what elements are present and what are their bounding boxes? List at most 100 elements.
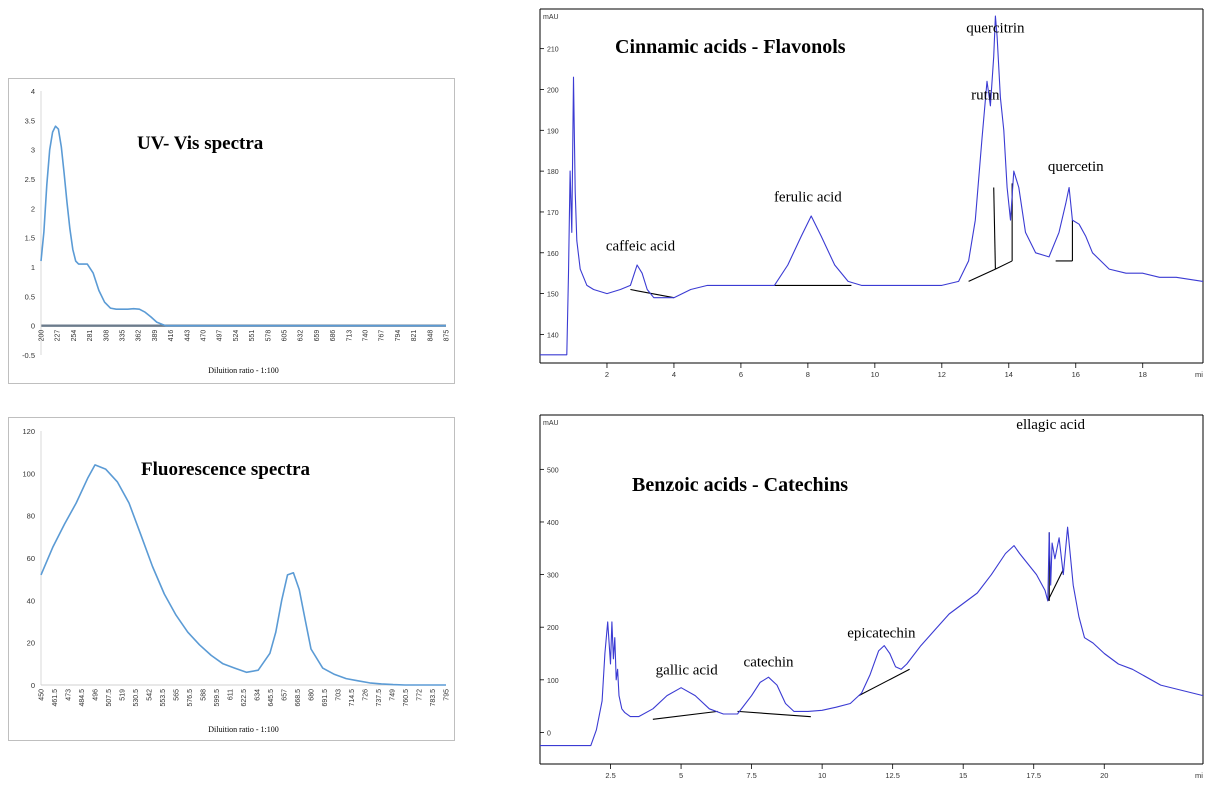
y-tick-label: 2 [31, 204, 35, 213]
x-tick-label: 740 [363, 330, 370, 342]
y-tick-label: 180 [547, 169, 559, 176]
x-tick-label: 565 [174, 689, 181, 701]
y-tick-label: 210 [547, 47, 559, 54]
peak-label: epicatechin [847, 626, 916, 642]
x-tick-label: 576.5 [187, 689, 194, 707]
x-tick-label: 726 [363, 689, 370, 701]
integration-baseline [858, 668, 910, 697]
peak-label: rutin [971, 88, 1000, 104]
y-tick-label: 3 [31, 146, 35, 155]
x-tick-label: 767 [379, 330, 386, 342]
chromatogram-trace [540, 15, 1204, 356]
series-line [40, 464, 446, 686]
fluorescence-chart: 120 100 80 60 40 20 0 450 461.5 473 484.5 496 507.5 5… [22, 427, 451, 734]
integration-baseline [968, 268, 996, 282]
x-tick-label: 749 [390, 689, 397, 701]
x-tick-label: 691.5 [322, 689, 329, 707]
x-tick-label: 783.5 [430, 689, 437, 707]
x-tick-label: 470 [201, 330, 208, 342]
fluorescence-panel: 120 100 80 60 40 20 0 450 461.5 473 484.5 496 507.5 5… [8, 417, 455, 741]
y-tick-label: 100 [22, 469, 35, 478]
y-tick-label: 120 [22, 427, 35, 436]
x-tick-label: 473 [66, 689, 73, 701]
x-tick-label: 714.5 [349, 689, 356, 707]
y-tick-label: 4 [31, 87, 35, 96]
x-tick-label: 496 [93, 689, 100, 701]
x-tick-label: 461.5 [52, 689, 59, 707]
cinnamic-flavonols-chromatogram: mAU 210 200 190 180 170 160 150 140 2 4 6 8 10 12 14 16 1… [539, 8, 1204, 379]
x-tick-label: 200 [39, 330, 46, 342]
x-tick-label: 821 [411, 330, 418, 342]
integration-baseline [652, 710, 718, 720]
peak-label: quercitrin [966, 20, 1025, 36]
peak-label: quercetin [1048, 159, 1104, 175]
x-tick-label: 588 [201, 689, 208, 701]
x-tick-label: 542 [147, 689, 154, 701]
x-tick-label: 450 [39, 689, 46, 701]
y-tick-label: 160 [547, 251, 559, 258]
y-tick-label: 200 [547, 625, 559, 632]
x-tick-label: 605 [282, 330, 289, 342]
y-tick-label: 500 [547, 467, 559, 474]
y-tick-label: 40 [27, 596, 35, 605]
x-tick-label: 760.5 [403, 689, 410, 707]
cinnamic-flavonols-panel: mAU 210 200 190 180 170 160 150 140 2 4 6 8 10 12 14 16 1… [505, 8, 1205, 386]
y-tick-label: 1.5 [25, 234, 35, 243]
x-tick-label: 14 [1005, 370, 1013, 379]
peak-label: ferulic acid [774, 190, 842, 206]
y-tick-label: 80 [27, 512, 35, 521]
x-tick-label: 416 [168, 330, 175, 342]
y-tick-label: 200 [547, 87, 559, 94]
x-tick-label: 8 [806, 370, 810, 379]
integration-baseline [993, 187, 996, 270]
x-tick-label: 848 [427, 330, 434, 342]
x-tick-label: 551 [249, 330, 256, 342]
x-tick-label: 254 [71, 330, 78, 342]
x-tick-label: 12 [938, 370, 946, 379]
x-tick-label: 611 [228, 689, 235, 700]
chart-title: UV- Vis spectra [137, 133, 264, 154]
x-tick-label: 657 [282, 689, 289, 701]
x-tick-label: 713 [346, 330, 353, 342]
y-tick-label: 2.5 [25, 175, 35, 184]
y-tick-label: 0 [31, 322, 35, 331]
x-tick-label: 553.5 [160, 689, 167, 707]
x-tick-label: 308 [103, 330, 110, 342]
x-tick-label: 6 [739, 370, 743, 379]
peak-label: gallic acid [656, 663, 719, 679]
x-axis-label: Diluition ratio - 1:100 [208, 725, 278, 734]
integration-baseline [737, 710, 811, 718]
x-tick-label: 497 [217, 330, 224, 342]
series-line [40, 125, 446, 327]
x-tick-label: 2 [605, 370, 609, 379]
y-tick-label: 170 [547, 210, 559, 217]
y-tick-label: 0 [31, 681, 35, 690]
peak-label: ellagic acid [1016, 417, 1085, 433]
integration-baseline [630, 288, 675, 299]
x-tick-label: 5 [679, 771, 683, 780]
x-tick-label: 645.5 [268, 689, 275, 707]
x-tick-label: 680 [309, 689, 316, 701]
y-tick-label: 400 [547, 520, 559, 527]
chart-title: Cinnamic acids - Flavonols [615, 36, 846, 58]
uv-vis-panel: 4 3.5 3 2.5 2 1.5 1 0.5 0 -0.5 200 227 254 281 308 335 3… [8, 78, 455, 384]
x-tick-label: 507.5 [106, 689, 113, 707]
x-tick-label: 2.5 [605, 771, 615, 780]
x-tick-label: 524 [233, 330, 240, 342]
y-unit-label: mAU [543, 420, 559, 427]
x-tick-label: 794 [395, 330, 402, 342]
x-tick-label: 281 [87, 330, 94, 342]
y-tick-label: -0.5 [22, 351, 35, 360]
x-tick-label: 795 [444, 689, 451, 701]
x-tick-label: 578 [265, 330, 272, 342]
y-tick-label: 100 [547, 678, 559, 685]
y-tick-label: 140 [547, 332, 559, 339]
x-tick-label: 16 [1072, 370, 1080, 379]
x-tick-label: 362 [136, 330, 143, 342]
x-tick-label: 335 [120, 330, 127, 342]
x-tick-label: 530.5 [133, 689, 140, 707]
x-tick-label: 772 [417, 689, 424, 701]
integration-baseline [995, 260, 1013, 270]
integration-baseline [1047, 569, 1064, 602]
x-tick-label: 659 [314, 330, 321, 342]
